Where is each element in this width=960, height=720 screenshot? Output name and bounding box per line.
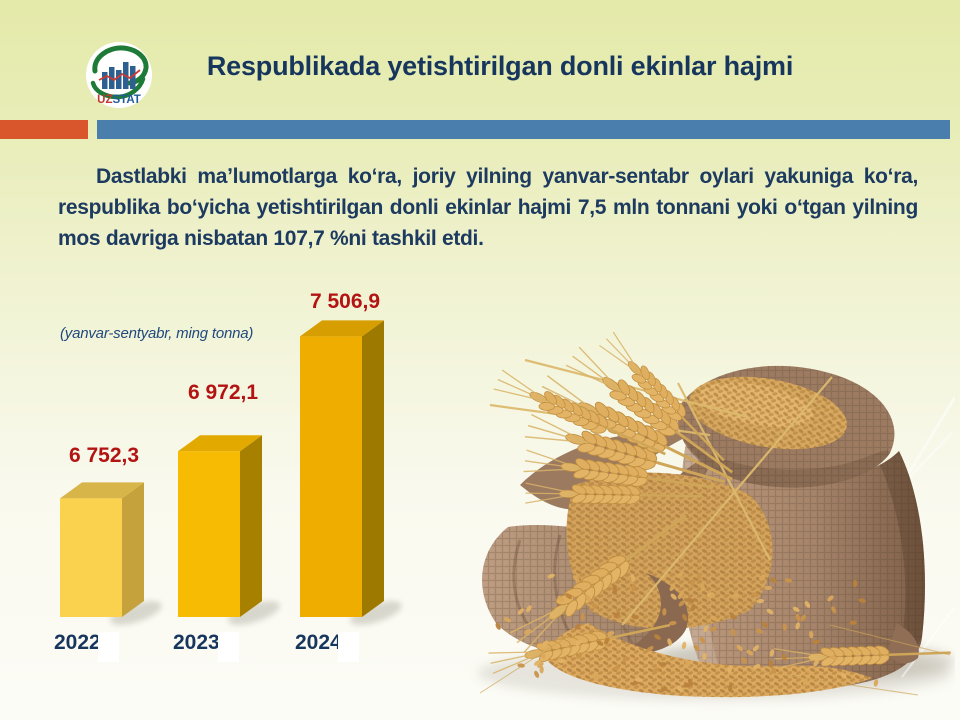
summary-paragraph: Dastlabki maʼlumotlarga koʻra, joriy yil… xyxy=(58,165,918,250)
wheat-ear xyxy=(774,645,951,670)
accent-bar-blue xyxy=(97,120,950,139)
bar-3d-column xyxy=(300,320,402,625)
logo-text-stat: STAT xyxy=(113,94,141,106)
wheat-ear xyxy=(599,331,725,462)
bar-3d-column xyxy=(60,482,162,625)
wheat-ear xyxy=(524,413,726,484)
axis-label-box xyxy=(98,632,119,662)
accent-bar-orange xyxy=(0,120,88,139)
wheat-ear xyxy=(493,369,666,456)
x-axis-label: 2022 xyxy=(54,631,101,654)
x-axis-label: 2023 xyxy=(173,631,220,654)
axis-label-box xyxy=(338,632,359,662)
bar-3d-column xyxy=(178,435,280,625)
wheat-ear xyxy=(509,514,687,653)
axis-label-box xyxy=(218,632,239,662)
bar-value-label: 7 506,9 xyxy=(309,290,381,313)
wheat-ear xyxy=(525,482,702,505)
wheat-grain-sack-image xyxy=(477,331,955,701)
x-axis-label: 2024 xyxy=(295,631,342,654)
grain-spill xyxy=(544,623,872,698)
bar-chart xyxy=(60,320,402,625)
wheat-ears-container xyxy=(479,331,951,696)
logo-text: UZSTAT xyxy=(97,94,141,106)
wheat-ear xyxy=(565,346,734,474)
logo-swoosh-icon xyxy=(90,45,149,100)
chart-note: (yanvar-sentyabr, ming tonna) xyxy=(60,325,254,342)
logo-text-uz: UZ xyxy=(97,94,112,106)
logo-trend-line-icon xyxy=(98,69,141,82)
uzstat-logo: UZSTAT xyxy=(86,42,152,108)
slide-title: Respublikada yetishtirilgan donli ekinla… xyxy=(206,51,794,81)
wheat-ear xyxy=(523,449,714,489)
bar-value-label: 6 972,1 xyxy=(187,381,259,404)
bar-value-label: 6 752,3 xyxy=(68,444,140,467)
